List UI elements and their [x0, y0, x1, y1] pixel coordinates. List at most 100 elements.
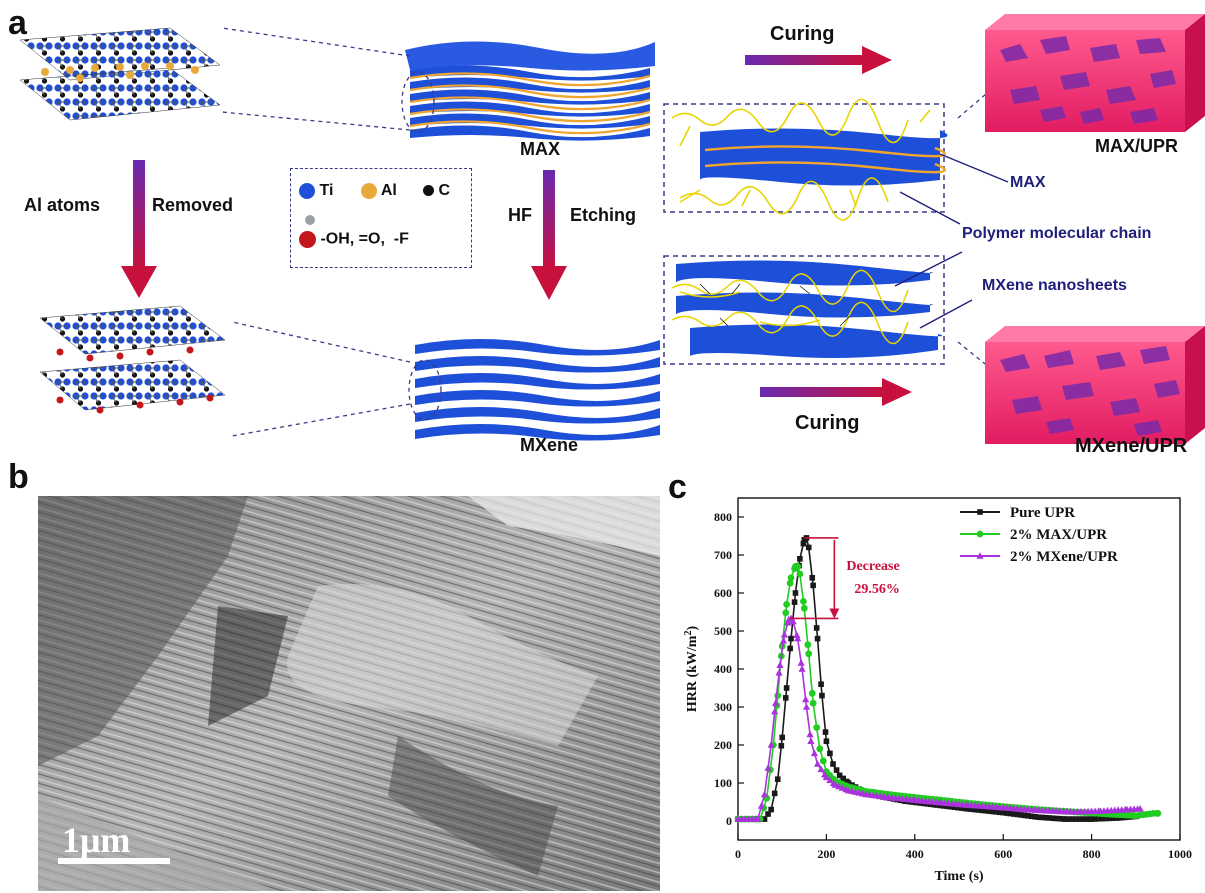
data-point-pure-upr — [1035, 814, 1042, 820]
data-point-pure-upr — [955, 804, 961, 811]
data-point-pure-upr — [1065, 816, 1072, 822]
data-point-pure-upr — [797, 556, 803, 562]
data-point-pure-upr — [800, 540, 807, 547]
legend-marker-pure-upr — [977, 509, 983, 515]
data-point-pure-upr — [996, 809, 1003, 816]
panel-label-c: c — [668, 468, 687, 506]
data-point-pure-upr — [951, 804, 958, 811]
legend-ti-text: Ti — [319, 182, 334, 200]
x-tick-label: 0 — [735, 847, 741, 861]
series-line-mxene-upr — [738, 617, 1141, 820]
data-point-max-upr — [816, 745, 824, 753]
data-point-max-upr — [804, 641, 812, 649]
data-point-pure-upr — [972, 806, 978, 813]
data-point-pure-upr — [986, 808, 992, 814]
data-point-mxene-upr — [817, 765, 825, 773]
h-atom-icon — [305, 215, 315, 225]
data-point-max-upr — [796, 570, 804, 578]
data-point-mxene-upr — [775, 669, 783, 676]
data-point-max-upr — [1154, 810, 1162, 817]
data-point-pure-upr — [993, 809, 999, 815]
data-point-pure-upr — [1095, 815, 1102, 822]
data-point-pure-upr — [944, 803, 951, 810]
data-point-pure-upr — [1042, 814, 1049, 821]
legend-c: C — [423, 183, 450, 199]
data-point-pure-upr — [788, 635, 794, 642]
data-point-mxene-upr — [776, 661, 784, 668]
data-point-max-upr — [800, 597, 807, 605]
data-point-mxene-upr — [767, 741, 775, 748]
data-point-pure-upr — [1011, 811, 1017, 817]
data-point-pure-upr — [833, 767, 840, 773]
data-point-max-upr — [808, 689, 816, 697]
legend-c-text: C — [438, 182, 451, 199]
data-point-mxene-upr — [771, 707, 779, 715]
data-point-mxene-upr — [802, 703, 811, 710]
data-point-pure-upr — [1079, 816, 1086, 822]
sem-texture — [38, 496, 660, 891]
data-point-pure-upr — [768, 806, 774, 813]
data-point-max-upr — [794, 563, 802, 570]
data-point-pure-upr — [1102, 815, 1109, 822]
data-point-mxene-upr — [810, 749, 819, 757]
data-point-mxene-upr — [794, 634, 802, 642]
data-point-pure-upr — [805, 544, 812, 551]
data-point-pure-upr — [941, 803, 947, 809]
data-point-pure-upr — [840, 775, 846, 782]
data-point-mxene-upr — [754, 815, 762, 822]
al-removal-arrow — [121, 160, 157, 298]
mxene-upr-composite — [985, 326, 1205, 444]
data-point-pure-upr — [1056, 815, 1063, 822]
etching-label: Etching — [570, 205, 636, 225]
max-crystal-structure — [19, 27, 221, 121]
hf-label: HF — [508, 205, 532, 225]
data-point-pure-upr — [822, 729, 829, 735]
x-tick-label: 600 — [994, 847, 1012, 861]
x-tick-label: 1000 — [1168, 847, 1192, 861]
data-point-pure-upr — [814, 635, 821, 642]
data-point-pure-upr — [1076, 816, 1083, 822]
data-point-mxene-upr — [797, 659, 805, 666]
data-point-pure-upr — [765, 811, 771, 817]
al-atom-icon — [361, 183, 377, 199]
max-layered-stack — [405, 41, 655, 141]
scale-bar — [58, 858, 170, 864]
data-point-pure-upr — [1003, 810, 1010, 816]
data-point-pure-upr — [958, 805, 965, 811]
annotation-text-decrease: Decrease — [846, 559, 899, 574]
data-point-pure-upr — [1021, 812, 1028, 819]
mxene-polymer-detail — [671, 260, 943, 358]
curing-label-top: Curing — [770, 23, 835, 45]
mxene-crystal-structure — [39, 305, 226, 414]
x-tick-label: 200 — [817, 847, 835, 861]
curing-arrow-top — [745, 46, 892, 74]
data-point-pure-upr — [1014, 811, 1021, 818]
data-point-pure-upr — [982, 807, 989, 814]
data-point-max-upr — [786, 579, 794, 587]
data-point-pure-upr — [1106, 815, 1113, 822]
data-point-mxene-upr — [789, 617, 797, 625]
data-point-max-upr — [782, 609, 790, 617]
data-point-pure-upr — [968, 806, 975, 813]
legend-groups-text: -OH, =O, -F — [320, 230, 409, 248]
data-point-pure-upr — [783, 685, 790, 691]
sem-image: 1μm — [38, 496, 660, 891]
data-point-max-upr — [783, 601, 791, 608]
mxene-upr-label: MXene/UPR — [1075, 435, 1188, 457]
data-point-pure-upr — [975, 807, 982, 813]
y-tick-label: 400 — [714, 662, 732, 676]
atom-legend: Ti Al C -OH, =O, -F — [290, 168, 472, 268]
max-label: MAX — [520, 139, 560, 159]
data-point-pure-upr — [1099, 815, 1106, 822]
data-point-pure-upr — [989, 808, 996, 815]
data-point-pure-upr — [1088, 816, 1095, 822]
y-tick-label: 200 — [714, 738, 732, 752]
data-point-pure-upr — [818, 681, 824, 687]
scale-bar-label: 1μm — [62, 820, 131, 860]
data-point-pure-upr — [771, 790, 778, 797]
data-point-mxene-upr — [806, 730, 814, 738]
data-point-pure-upr — [1069, 816, 1075, 822]
data-point-pure-upr — [778, 742, 785, 749]
y-tick-label: 700 — [714, 548, 732, 562]
data-point-pure-upr — [810, 582, 816, 589]
